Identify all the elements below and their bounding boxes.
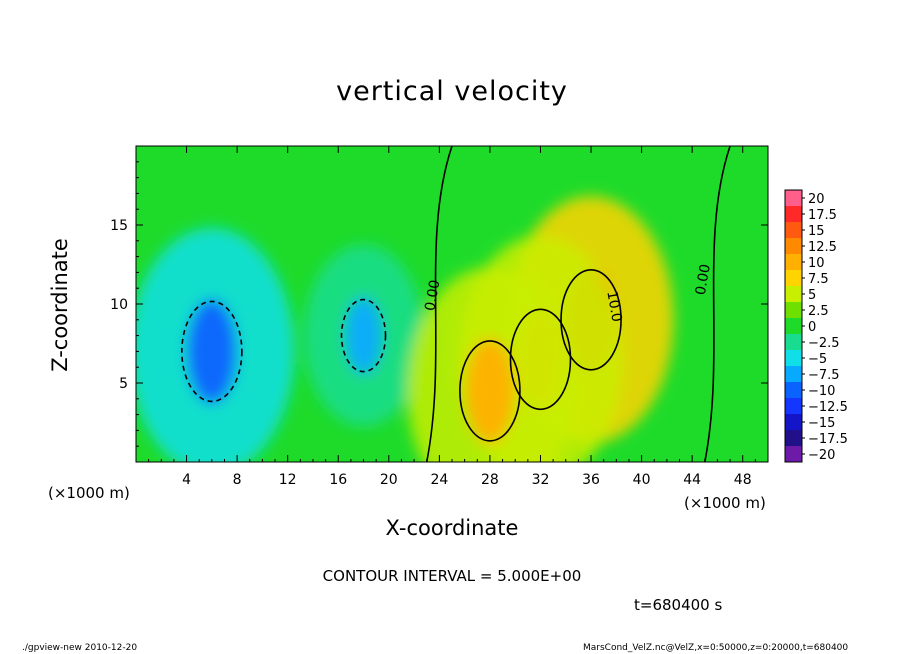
colorbar-label: −17.5: [808, 432, 848, 447]
colorbar-label: −2.5: [808, 336, 840, 351]
contour-line: [509, 308, 572, 411]
x-tick-label: 4: [182, 472, 191, 488]
x-unit-label-left: (×1000 m): [48, 484, 130, 502]
plot-area: 0.00 10.0 0.00: [136, 146, 768, 462]
field-downdraft-core: [345, 297, 382, 375]
chart-title: vertical velocity: [336, 76, 568, 107]
colorbar-label: −12.5: [808, 400, 848, 415]
zero-contour-line: [425, 146, 453, 462]
x-tick-label: 40: [633, 472, 651, 488]
colorbar-swatch: [785, 270, 802, 286]
colorbar-label: −15: [808, 416, 835, 431]
y-tick-label: 10: [110, 297, 128, 313]
field-downdraft-core: [187, 299, 237, 404]
colorbar-swatch: [785, 398, 802, 414]
colorbar-swatch: [785, 286, 802, 302]
colorbar-label: −5: [808, 352, 827, 367]
y-tick-label: 5: [119, 376, 128, 392]
colorbar-swatch: [785, 446, 802, 462]
colorbar-label: 12.5: [808, 240, 837, 255]
colorbar-swatch: [785, 254, 802, 270]
x-tick-label: 32: [532, 472, 550, 488]
x-axis-label: X-coordinate: [385, 516, 519, 540]
x-tick-label: 12: [279, 472, 297, 488]
x-unit-label-right: (×1000 m): [684, 494, 766, 512]
x-tick-label: 48: [734, 472, 752, 488]
colorbar-swatch: [785, 318, 802, 334]
x-tick-label: 24: [430, 472, 448, 488]
colorbar-swatch: [785, 430, 802, 446]
time-label: t=680400 s: [634, 596, 723, 614]
footer-command: ./gpview-new 2010-12-20: [22, 643, 138, 653]
colorbar-label: 17.5: [808, 208, 837, 223]
x-tick-label: 8: [233, 472, 242, 488]
colorbar-label: 0: [808, 320, 816, 335]
contour-line: [181, 300, 243, 403]
colorbar-label: 15: [808, 224, 825, 239]
x-tick-label: 28: [481, 472, 499, 488]
x-tick-label: 44: [683, 472, 701, 488]
contour-value-label: 0.00: [693, 263, 714, 296]
colorbar-swatch: [785, 382, 802, 398]
contour-value-label: 0.00: [422, 279, 443, 312]
colorbar-swatch: [785, 366, 802, 382]
contour-line: [340, 298, 387, 373]
colorbar-swatch: [785, 238, 802, 254]
colorbar-label: −10: [808, 384, 835, 399]
contour-interval-note: CONTOUR INTERVAL = 5.000E+00: [322, 567, 582, 585]
colorbar-label: 2.5: [808, 304, 829, 319]
colorbar-swatch: [785, 350, 802, 366]
colorbar-swatch: [785, 302, 802, 318]
contour-value-label: 10.0: [603, 290, 624, 323]
colorbar-label: 20: [808, 192, 825, 207]
x-tick-label: 36: [582, 472, 600, 488]
x-tick-label: 20: [380, 472, 398, 488]
colorbar-swatch: [785, 206, 802, 222]
colorbar-swatch: [785, 190, 802, 206]
colorbar-label: 5: [808, 288, 816, 303]
colorbar-label: −20: [808, 448, 835, 463]
field-updraft-core: [465, 338, 515, 444]
contour-line: [560, 268, 622, 371]
colorbar-label: −7.5: [808, 368, 840, 383]
colorbar-swatch: [785, 414, 802, 430]
colorbar-swatch: [785, 334, 802, 350]
colorbar-swatch: [785, 222, 802, 238]
zero-contour-line: [704, 146, 731, 462]
colorbar-label: 7.5: [808, 272, 829, 287]
contour-line: [459, 340, 521, 442]
y-tick-label: 15: [110, 218, 128, 234]
footer-source: MarsCond_VelZ.nc@VelZ,x=0:50000,z=0:2000…: [583, 643, 849, 653]
colorbar-label: 10: [808, 256, 825, 271]
x-tick-label: 16: [329, 472, 347, 488]
